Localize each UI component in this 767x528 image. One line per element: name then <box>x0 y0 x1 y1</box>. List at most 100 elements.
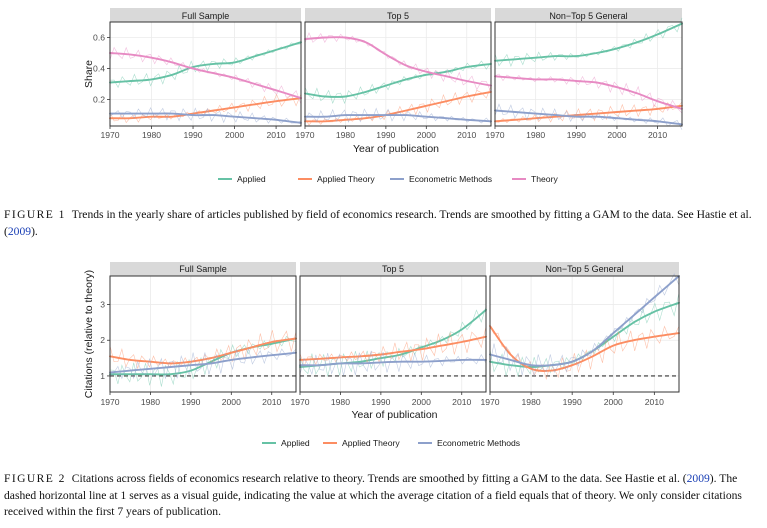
figure-1-citation-link[interactable]: 2009 <box>7 224 32 238</box>
fig1-legend-label-4: Theory <box>531 174 558 184</box>
fig1-panel-3-title: Non−Top 5 General <box>549 11 627 21</box>
fig1-panel-3-xtick-label: 1970 <box>485 130 504 140</box>
fig1-panel-2-xtick-label: 2010 <box>457 130 476 140</box>
fig2-panel-2-xtick-label: 1980 <box>331 397 350 407</box>
fig1-panel-2-xtick-label: 1980 <box>336 130 355 140</box>
fig1-panel-1-strip <box>110 8 301 22</box>
fig1-legend-label-2: Applied Theory <box>317 174 375 184</box>
fig2-panel-3-strip <box>490 262 679 276</box>
fig2-legend-label-2: Applied Theory <box>342 438 400 448</box>
fig2-panel-2-xtick-label: 2000 <box>412 397 431 407</box>
fig2-panel-2-xtick-label: 1970 <box>290 397 309 407</box>
fig2-panel-2-border <box>299 275 487 393</box>
fig1-panel-1-series-1-line <box>109 41 302 84</box>
fig2-panel-1-border <box>109 275 297 393</box>
fig2-panel-1-xtick-label: 1990 <box>181 397 200 407</box>
fig2-panel-3-xtick-label: 1990 <box>563 397 582 407</box>
fig1-panel-2-xtick-label: 2000 <box>417 130 436 140</box>
fig1-panel-1-xtick-label: 1970 <box>100 130 119 140</box>
fig2-panel-1-series-3-raw <box>109 347 297 380</box>
figure-2-citation-link[interactable]: 2009 <box>686 472 710 485</box>
figure-1-text: Trends in the yearly share of articles p… <box>4 208 752 238</box>
fig2-legend-label-1: Applied <box>281 438 310 448</box>
fig1-panel-2-strip <box>305 8 491 22</box>
fig2-panel-3-series-3-line <box>489 275 680 367</box>
fig1-panel-3-xtick-label: 1990 <box>567 130 586 140</box>
fig1-panel-3-xtick-label: 1980 <box>526 130 545 140</box>
fig1-panel-3-series-4-line <box>494 75 683 110</box>
fig1-x-axis-label: Year of publication <box>353 143 439 155</box>
fig1-panel-3-series-1-raw <box>494 17 683 67</box>
fig1-panel-3-border <box>494 21 683 127</box>
fig1-panel-3-series-1-line <box>494 22 683 62</box>
fig1-panel-3-xtick-label: 2010 <box>648 130 667 140</box>
figure-2-text: Citations across fields of economics res… <box>71 472 687 485</box>
fig2-panel-2-series-2-line <box>299 335 487 361</box>
figure-1-caption: FIGURE 1 Trends in the yearly share of ar… <box>4 207 756 240</box>
fig2-panel-3-xtick-label: 1980 <box>522 397 541 407</box>
fig2-panel-2-series-3-raw <box>299 350 487 376</box>
fig2-panel-3-xtick-label: 1970 <box>480 397 499 407</box>
fig1-panel-1-xtick-label: 1980 <box>142 130 161 140</box>
figure-1-text-end: ). <box>31 224 38 238</box>
fig1-panel-1-xtick-label: 2010 <box>267 130 286 140</box>
fig1-panel-1-border <box>109 21 302 127</box>
fig2-panel-1-title: Full Sample <box>179 264 227 274</box>
fig2-panel-2-xtick-label: 2010 <box>452 397 471 407</box>
fig2-panel-1-series-1-line <box>109 337 297 376</box>
fig2-x-axis-label: Year of publication <box>351 409 437 421</box>
fig2-panel-1-strip <box>110 262 296 276</box>
fig2-panel-1-xtick-label: 1970 <box>100 397 119 407</box>
fig2-panel-1-background <box>110 276 296 392</box>
figure-2-label: FIGURE 2 <box>4 472 66 485</box>
fig2-panel-3-border <box>489 275 680 393</box>
fig2-ytick-label: 2 <box>100 335 105 345</box>
fig1-y-axis-label: Share <box>83 60 95 88</box>
fig2-panel-2-series-3-line <box>299 358 487 367</box>
fig2-panel-3-title: Non−Top 5 General <box>545 264 623 274</box>
figure-2-text-end: ). The dashed horizontal line at 1 serve… <box>4 472 742 518</box>
figure-1-label: FIGURE 1 <box>4 208 66 221</box>
fig2-panel-1-xtick-label: 1980 <box>141 397 160 407</box>
fig1-panel-1-xtick-label: 1990 <box>183 130 202 140</box>
fig2-panel-2-strip <box>300 262 486 276</box>
fig2-panel-2-series-2-raw <box>299 326 487 368</box>
fig1-panel-3-xtick-label: 2000 <box>607 130 626 140</box>
fig2-panel-3-xtick-label: 2000 <box>604 397 623 407</box>
fig1-panel-3-strip <box>495 8 682 22</box>
fig1-panel-3-series-3-line <box>494 109 683 126</box>
fig2-legend-label-3: Econometric Methods <box>437 438 520 448</box>
fig1-panel-1-title: Full Sample <box>182 11 230 21</box>
fig1-panel-2-series-4-line <box>304 36 492 87</box>
fig1-panel-1-series-4-line <box>109 52 302 100</box>
fig1-legend-label-1: Applied <box>237 174 266 184</box>
fig1-ytick-label: 0.4 <box>93 64 105 74</box>
fig1-panel-2-title: Top 5 <box>387 11 409 21</box>
fig1-ytick-label: 0.6 <box>93 33 105 43</box>
fig2-ytick-label: 1 <box>100 371 105 381</box>
fig2-panel-3-series-3-raw <box>489 273 680 377</box>
fig1-panel-3-series-2-line <box>494 104 683 123</box>
fig2-y-axis-label: Citations (relative to theory) <box>83 270 95 398</box>
fig1-panel-1-series-3-line <box>109 112 302 124</box>
fig1-panel-1-xtick-label: 2000 <box>225 130 244 140</box>
fig2-ytick-label: 3 <box>100 300 105 310</box>
fig2-panel-1-series-3-line <box>109 351 297 374</box>
fig1-panel-1-series-2-line <box>109 97 302 120</box>
fig2-panel-2-xtick-label: 1990 <box>371 397 390 407</box>
fig2-panel-1-series-2-line <box>109 337 297 365</box>
fig1-panel-3-series-3-raw <box>494 103 683 130</box>
fig2-panel-1-xtick-label: 2010 <box>262 397 281 407</box>
fig1-panel-2-border <box>304 21 492 127</box>
fig2-panel-1-xtick-label: 2000 <box>222 397 241 407</box>
fig1-panel-2-series-1-line <box>304 62 492 98</box>
fig1-panel-2-xtick-label: 1990 <box>376 130 395 140</box>
fig1-panel-2-series-3-line <box>304 114 492 123</box>
figure-2-caption: FIGURE 2 Citations across fields of econo… <box>4 471 756 521</box>
fig1-panel-2-xtick-label: 1970 <box>295 130 314 140</box>
fig2-panel-2-title: Top 5 <box>382 264 404 274</box>
fig2-panel-3-xtick-label: 2010 <box>645 397 664 407</box>
fig1-panel-2-series-2-line <box>304 90 492 123</box>
fig1-panel-1-background <box>110 22 301 126</box>
